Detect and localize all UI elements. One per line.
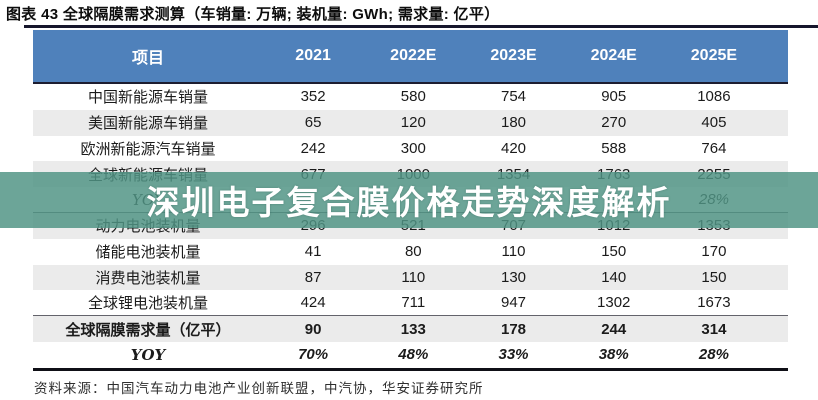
column-header: 2021 (295, 47, 331, 64)
figure-title: 图表 43 全球隔膜需求测算（车销量: 万辆; 装机量: GWh; 需求量: 亿… (6, 6, 500, 23)
cell-value: 711 (401, 294, 426, 312)
cell-value: 28% (698, 346, 729, 364)
table-row: 欧洲新能源汽车销量 242 300 420 588 764 (33, 136, 788, 162)
table-row: 美国新能源车销量 65 120 180 270 405 (33, 109, 788, 136)
cell-value: 1086 (697, 88, 731, 106)
cell-value: 242 (300, 139, 326, 157)
cell-value: 48% (398, 346, 429, 364)
cell-value: 580 (400, 88, 426, 106)
cell-value: 588 (601, 139, 627, 157)
table-row: 中国新能源车销量 352 580 754 905 1086 (33, 84, 788, 110)
column-header: 项目 (131, 50, 164, 67)
cell-value: 33% (498, 346, 529, 364)
data-source-note: 资料来源：中国汽车动力电池产业创新联盟，中汽协，华安证券研究所 (34, 381, 484, 397)
cell-value: 1673 (697, 294, 731, 312)
cell-value: 178 (500, 320, 527, 338)
row-label: 美国新能源车销量 (87, 114, 208, 133)
cell-value: 70% (298, 346, 329, 364)
cell-value: 754 (500, 88, 527, 106)
table-row: 消费电池装机量 87 110 130 140 150 (33, 264, 788, 291)
title-rule (24, 25, 818, 28)
row-label: 消费电池装机量 (95, 268, 201, 287)
cell-value: 764 (701, 139, 727, 157)
cell-value: 420 (500, 139, 527, 157)
separator-demand-table: 项目 2021 2022E 2023E 2024E 2025E 中国新能源车销量… (33, 30, 788, 371)
cell-value: 110 (501, 243, 526, 261)
cell-value: 133 (400, 320, 426, 338)
row-label: 储能电池装机量 (95, 243, 201, 262)
watermark-banner: 深圳电子复合膜价格走势深度解析 (0, 172, 818, 228)
cell-value: 80 (404, 243, 422, 261)
cell-value: 1302 (597, 294, 631, 312)
watermark-text: 深圳电子复合膜价格走势深度解析 (146, 184, 672, 221)
row-label: 欧洲新能源汽车销量 (80, 139, 216, 158)
column-header: 2022E (390, 47, 437, 64)
table-row: 全球锂电池装机量 424 711 947 1302 1673 (33, 290, 788, 317)
column-header: 2025E (690, 47, 738, 64)
row-label: 全球隔膜需求量（亿平） (65, 320, 231, 339)
table-row: 储能电池装机量 41 80 110 150 170 (33, 239, 788, 265)
cell-value: 170 (701, 243, 727, 261)
cell-value: 41 (304, 243, 322, 261)
cell-value: 140 (601, 268, 627, 286)
table-header-row: 项目 2021 2022E 2023E 2024E 2025E (33, 30, 788, 84)
cell-value: 424 (300, 294, 326, 312)
cell-value: 947 (500, 294, 527, 312)
row-label: 全球锂电池装机量 (87, 294, 208, 313)
cell-value: 180 (500, 114, 527, 132)
cell-value: 130 (500, 268, 527, 286)
cell-value: 38% (598, 346, 629, 364)
cell-value: 150 (701, 268, 727, 286)
table-body: 中国新能源车销量 352 580 754 905 1086 美国新能源车销量 6… (33, 84, 788, 371)
table-row: YOY 70% 48% 33% 38% 28% (33, 342, 788, 368)
table-row: 全球隔膜需求量（亿平） 90 133 178 244 314 (33, 316, 788, 342)
cell-value: 110 (401, 268, 426, 286)
cell-value: 120 (400, 114, 426, 132)
cell-value: 314 (701, 320, 727, 338)
column-header: 2023E (490, 47, 537, 64)
cell-value: 65 (304, 114, 322, 132)
cell-value: 300 (400, 139, 426, 157)
cell-value: 405 (701, 114, 727, 132)
cell-value: 90 (304, 320, 322, 338)
row-label: YOY (130, 345, 166, 364)
column-header: 2024E (590, 47, 637, 64)
cell-value: 150 (601, 243, 627, 261)
cell-value: 244 (601, 320, 627, 338)
cell-value: 352 (300, 88, 326, 106)
row-label: 中国新能源车销量 (87, 88, 208, 107)
cell-value: 270 (601, 114, 627, 132)
cell-value: 905 (601, 88, 627, 106)
cell-value: 87 (304, 268, 322, 286)
